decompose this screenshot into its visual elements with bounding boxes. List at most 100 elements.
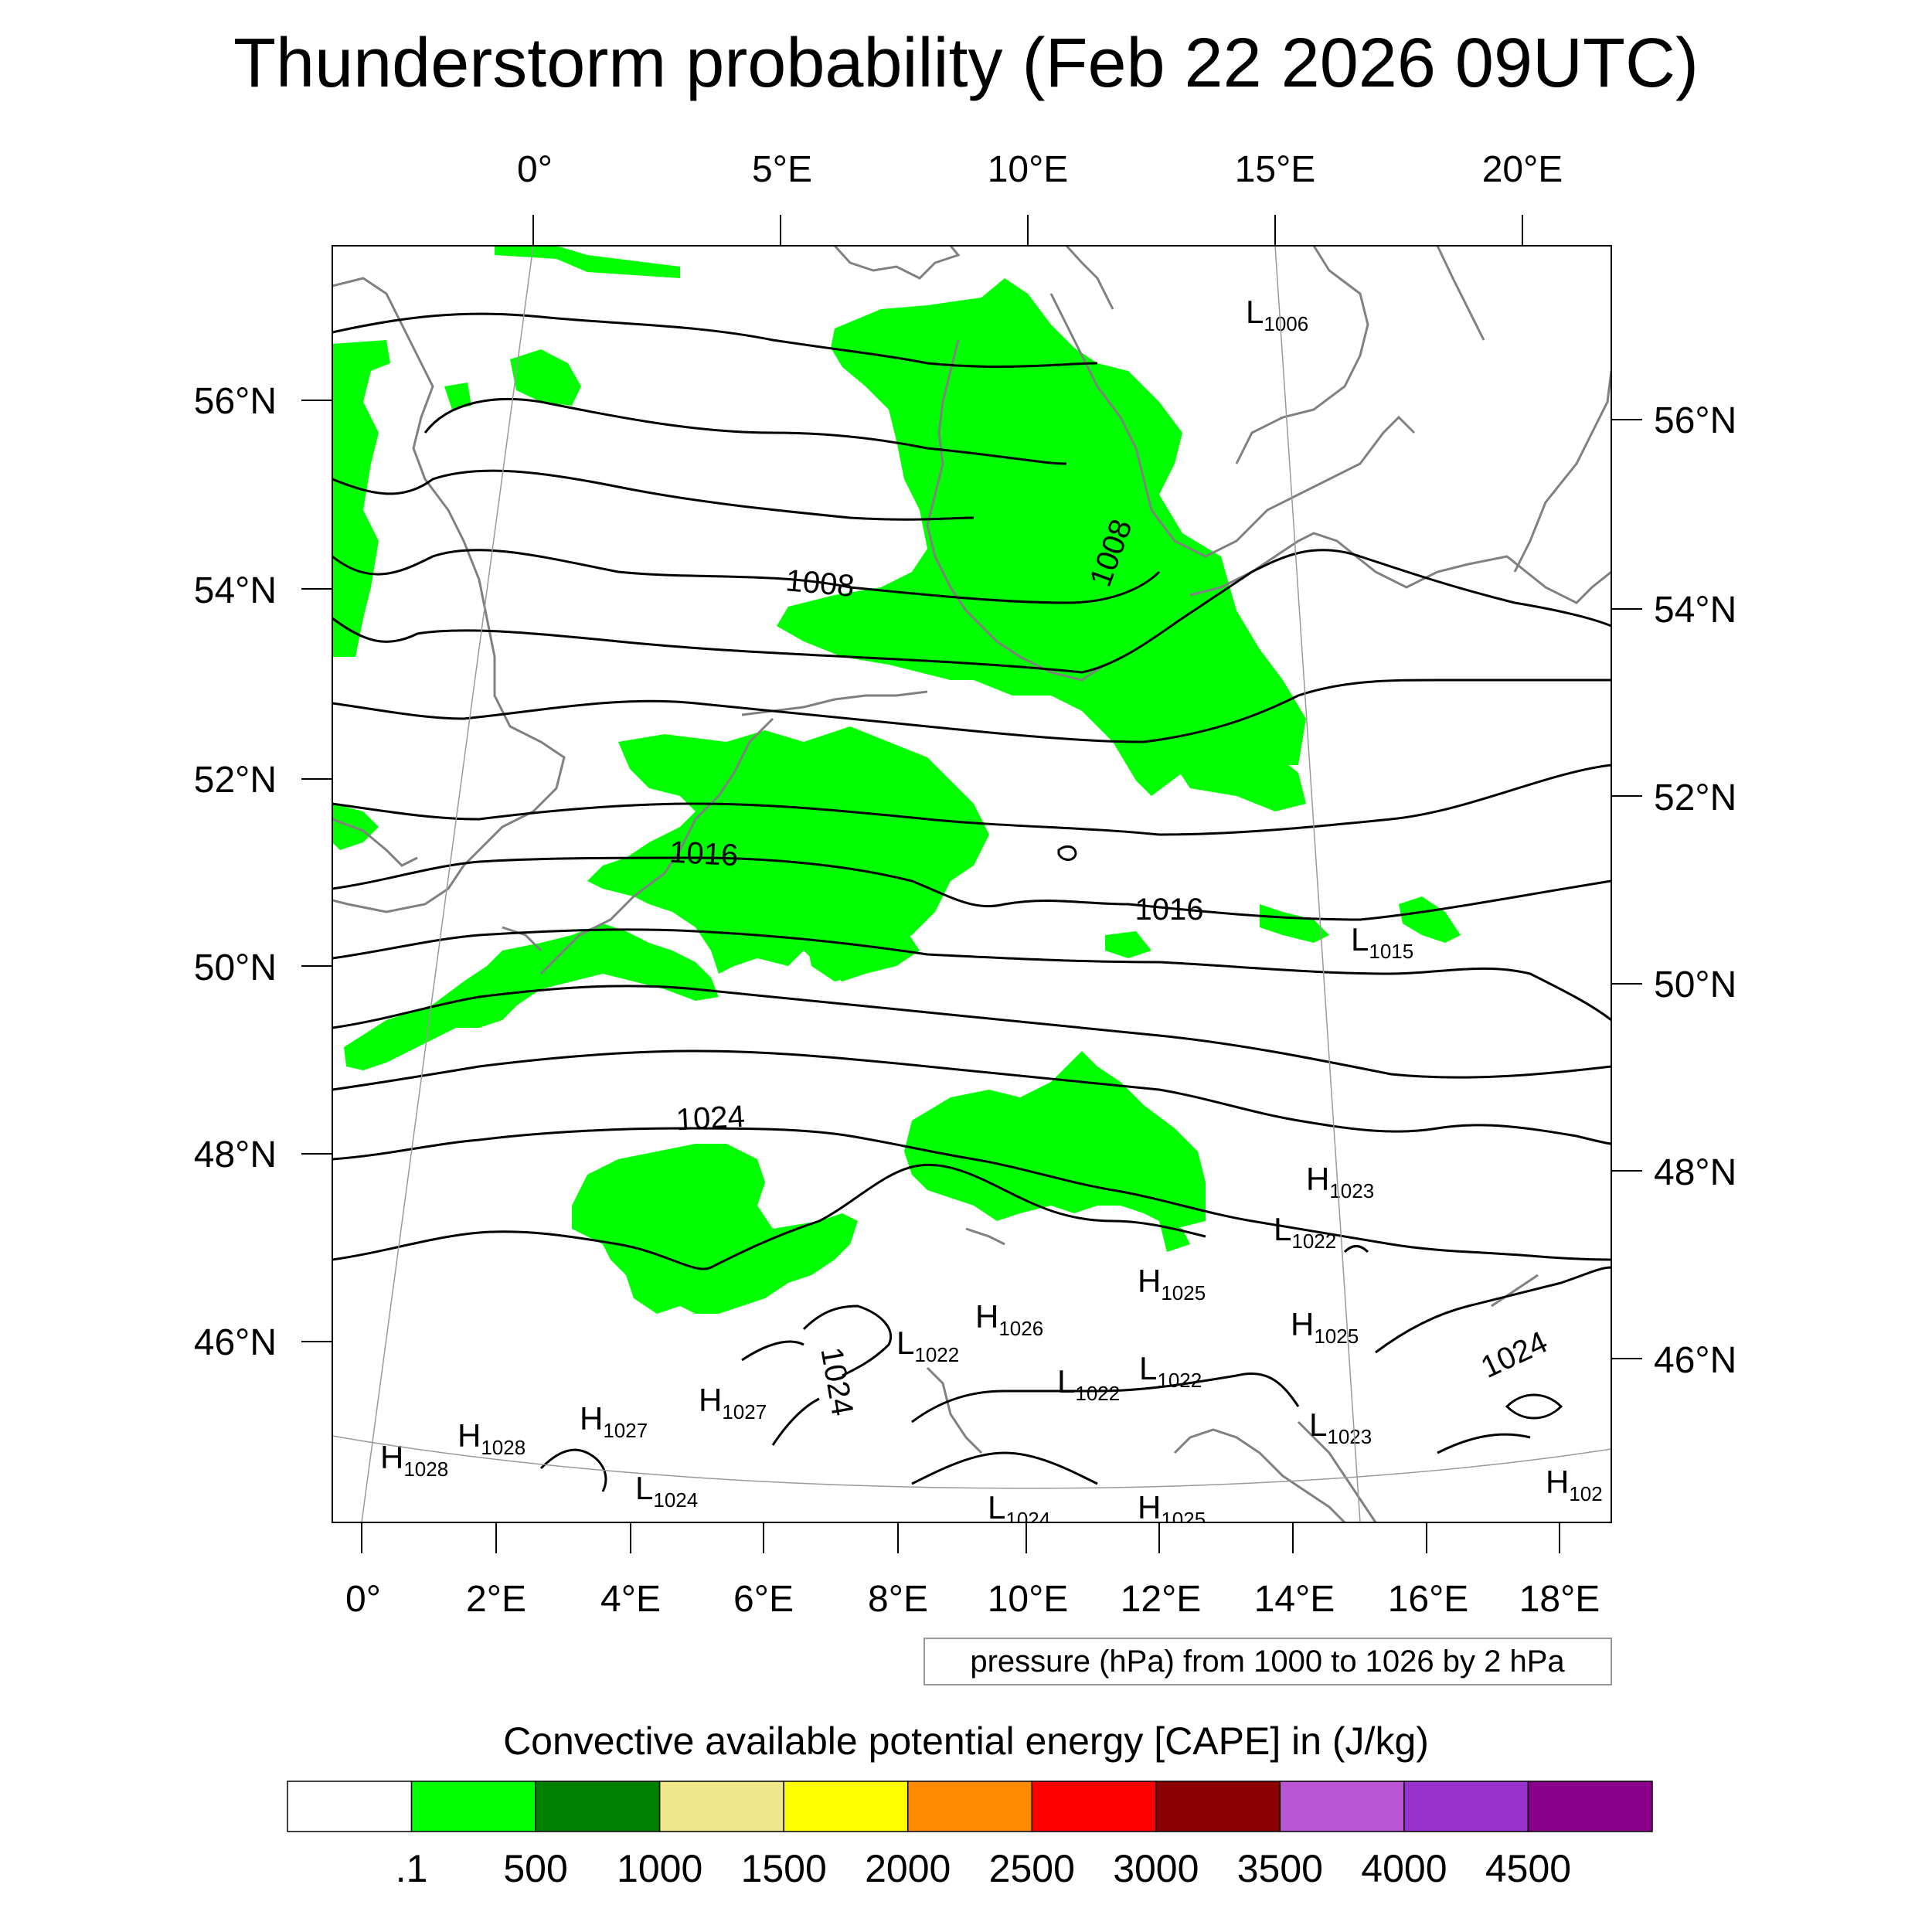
colorbar-swatch: [658, 1781, 784, 1832]
lon-label: 5°E: [752, 149, 812, 190]
cape-region-poland-west: [1175, 726, 1306, 811]
pressure-center: L1022: [1139, 1350, 1202, 1392]
cape-region-south-germany: [904, 1051, 1206, 1229]
meridian-15e: [1274, 246, 1361, 1522]
pressure-center: H1026: [975, 1298, 1043, 1340]
isobar-2: [423, 397, 1067, 465]
isobar-4: [332, 549, 1161, 604]
coast-sweden-east: [1235, 246, 1369, 464]
cape-region-channel: [344, 923, 719, 1070]
contour-info-frame: [923, 1638, 1612, 1685]
cape-region-uk-north: [332, 340, 390, 657]
isobar-label-1024a: 1024: [675, 1100, 746, 1138]
pressure-center: L1006: [1246, 294, 1308, 335]
cape-region-scotland: [444, 383, 471, 410]
lat-label: 52°N: [194, 760, 277, 801]
lon-label: 8°E: [868, 1579, 928, 1620]
isobar-label-1008a: 1008: [784, 563, 855, 604]
map-frame: [332, 245, 1612, 1523]
pressure-center: H1023: [1306, 1161, 1374, 1202]
colorbar-swatch: [1403, 1781, 1529, 1832]
coast-baltic-south: [1189, 532, 1611, 604]
lat-label: 48°N: [194, 1134, 277, 1175]
lon-label: 16°E: [1388, 1579, 1469, 1620]
isobar-23: [1343, 1245, 1369, 1253]
colorbar: [287, 1781, 1653, 1832]
colorbar-label: 4000: [1361, 1847, 1447, 1890]
lat-label: 50°N: [194, 947, 277, 988]
lat-label: 46°N: [1654, 1340, 1736, 1381]
lon-label: 2°E: [466, 1579, 526, 1620]
colorbar-label: 4500: [1485, 1847, 1571, 1890]
coast-finland: [1436, 246, 1485, 341]
pressure-center: L1022: [1057, 1363, 1120, 1405]
cape-region-north-sea-top: [495, 246, 680, 278]
map-panel: 1008 1008 1016 1016 1024 1024 1024 L1006…: [332, 245, 1612, 1531]
colorbar-swatch: [1279, 1781, 1405, 1832]
isobar-10: [332, 985, 1611, 1079]
colorbar-swatch: [535, 1781, 661, 1832]
isobar-1: [332, 312, 1098, 368]
colorbar-label: 2000: [865, 1847, 951, 1890]
coast-alps-lake: [965, 1227, 1005, 1246]
cape-region-czech: [1260, 904, 1329, 943]
pressure-center: L1022: [1274, 1211, 1336, 1253]
cape-region-misc2: [1159, 1221, 1190, 1252]
pressure-centers: L1006 L1015 H1023 L1022 H1025 H1025 H102…: [380, 294, 1603, 1531]
contour-info-box: pressure (hPa) from 1000 to 1026 by 2 hP…: [923, 1638, 1612, 1685]
colorbar-swatch: [1527, 1781, 1653, 1832]
top-lon-labels: 0° 5°E 10°E 15°E 20°E: [517, 149, 1563, 190]
map-title: Thunderstorm probability (Feb 22 2026 09…: [233, 25, 1699, 102]
cape-region-france-east: [572, 1144, 858, 1314]
colorbar-swatch: [1031, 1781, 1157, 1832]
isobar-label-1016b: 1016: [1135, 893, 1204, 927]
colorbar-swatch: [906, 1781, 1033, 1832]
lon-label: 15°E: [1235, 149, 1316, 190]
coast-france-north: [502, 926, 543, 952]
pressure-center: L1024: [635, 1470, 698, 1512]
coast-uk-east: [332, 277, 566, 913]
lat-label: 56°N: [194, 381, 277, 422]
pressure-center: H1028: [380, 1439, 448, 1481]
pressure-center: H1025: [1138, 1263, 1206, 1304]
lat-label: 54°N: [1654, 590, 1736, 631]
coast-jutland: [926, 339, 1106, 682]
isobar-16: [741, 1340, 804, 1362]
colorbar-label: 2500: [989, 1847, 1075, 1890]
isobar-5: [332, 549, 1611, 674]
pressure-center: H1027: [699, 1382, 767, 1423]
isobar-20: [539, 1448, 607, 1492]
lat-label: 46°N: [194, 1322, 277, 1363]
cape-region-benelux: [587, 726, 989, 981]
isobar-label-1016a: 1016: [668, 835, 739, 873]
coast-croatia: [1297, 1420, 1377, 1522]
pressure-center: L1015: [1351, 921, 1413, 963]
lon-label: 10°E: [988, 1579, 1069, 1620]
lon-label: 6°E: [733, 1579, 794, 1620]
lon-label: 0°: [345, 1579, 381, 1620]
pressure-center: H1027: [580, 1400, 648, 1442]
coast-lake-balaton: [1491, 1274, 1539, 1308]
colorbar-label: 3500: [1237, 1847, 1323, 1890]
isobar-11: [332, 1049, 1611, 1145]
lon-label: 14°E: [1254, 1579, 1335, 1620]
isobar-18: [911, 1451, 1098, 1485]
lat-label: 50°N: [1654, 964, 1736, 1005]
lat-label: 48°N: [1654, 1152, 1736, 1193]
cape-region-belgium-south: [804, 920, 920, 981]
colorbar-label: 3000: [1113, 1847, 1199, 1890]
isobar-6: [332, 679, 1611, 743]
isobar-22: [1505, 1393, 1563, 1420]
isobar-24: [1057, 845, 1077, 861]
pressure-center: H1025: [1138, 1489, 1206, 1531]
lon-label: 0°: [517, 149, 553, 190]
isobar-13: [332, 1163, 1206, 1270]
isobar-14: [1375, 1266, 1611, 1354]
tick-marks: [301, 215, 1642, 1553]
cape-region-poland-south: [1399, 896, 1461, 943]
coast-norway-south: [1065, 246, 1114, 310]
colorbar-swatch: [410, 1781, 536, 1832]
colorbar-label: .1: [396, 1847, 428, 1890]
parallel-45n: [332, 1435, 1611, 1489]
